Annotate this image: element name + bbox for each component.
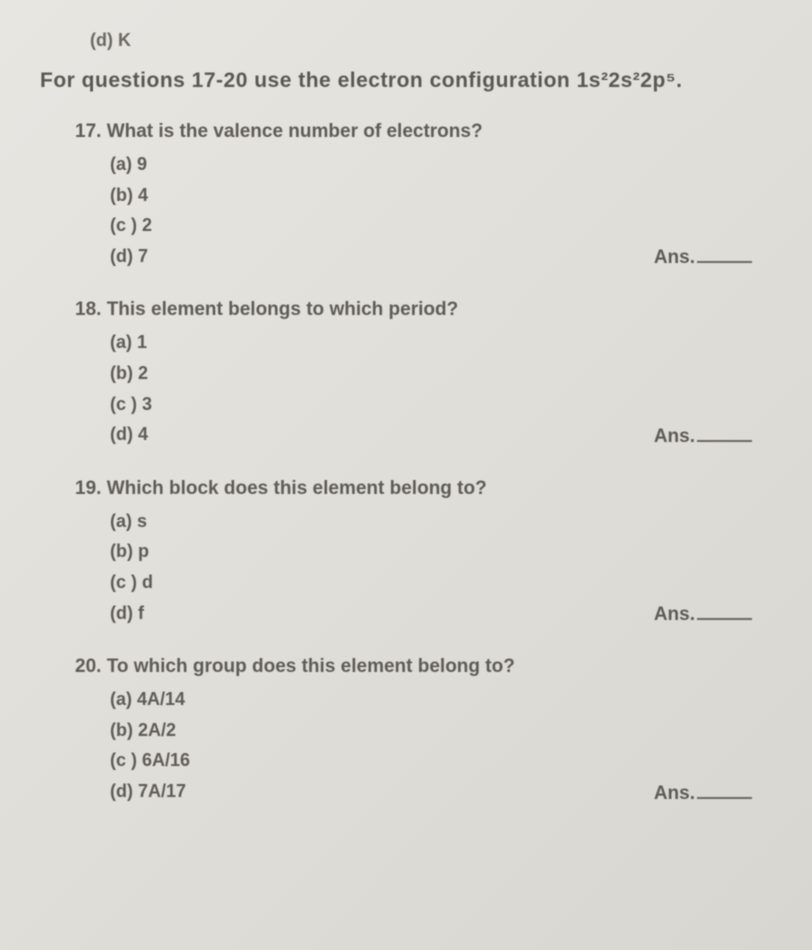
option-17a: (a) 9 [110, 149, 772, 180]
answer-label-19: Ans. [654, 604, 695, 625]
fragment-previous-option: (d) K [90, 30, 772, 51]
answer-blank-17: Ans. [654, 247, 752, 269]
option-18b: (b) 2 [110, 358, 772, 389]
option-18c: (c ) 3 [110, 389, 772, 420]
answer-label-20: Ans. [654, 783, 695, 804]
question-17-text: 17. What is the valence number of electr… [75, 121, 772, 143]
option-19b: (b) p [110, 536, 772, 567]
answer-underline-17 [697, 261, 752, 263]
answer-blank-18: Ans. [654, 426, 752, 448]
option-17c: (c ) 2 [110, 210, 772, 241]
answer-blank-19: Ans. [654, 604, 752, 626]
section-instruction: For questions 17-20 use the electron con… [40, 69, 772, 93]
answer-underline-19 [697, 618, 752, 620]
option-19c: (c ) d [110, 567, 772, 598]
question-18: 18. This element belongs to which period… [40, 299, 772, 449]
answer-label-18: Ans. [654, 426, 695, 447]
question-17: 17. What is the valence number of electr… [40, 121, 772, 271]
option-20a: (a) 4A/14 [110, 684, 772, 715]
option-17b: (b) 4 [110, 180, 772, 211]
answer-underline-18 [697, 440, 752, 442]
answer-blank-20: Ans. [654, 783, 752, 805]
option-18a: (a) 1 [110, 327, 772, 358]
option-20b: (b) 2A/2 [110, 715, 772, 746]
question-20: 20. To which group does this element bel… [40, 656, 772, 806]
question-19-text: 19. Which block does this element belong… [75, 478, 772, 500]
answer-label-17: Ans. [654, 247, 695, 268]
option-20c: (c ) 6A/16 [110, 745, 772, 776]
option-19a: (a) s [110, 506, 772, 537]
answer-underline-20 [697, 797, 752, 799]
question-20-text: 20. To which group does this element bel… [75, 656, 772, 678]
question-19: 19. Which block does this element belong… [40, 478, 772, 628]
question-18-text: 18. This element belongs to which period… [75, 299, 772, 321]
